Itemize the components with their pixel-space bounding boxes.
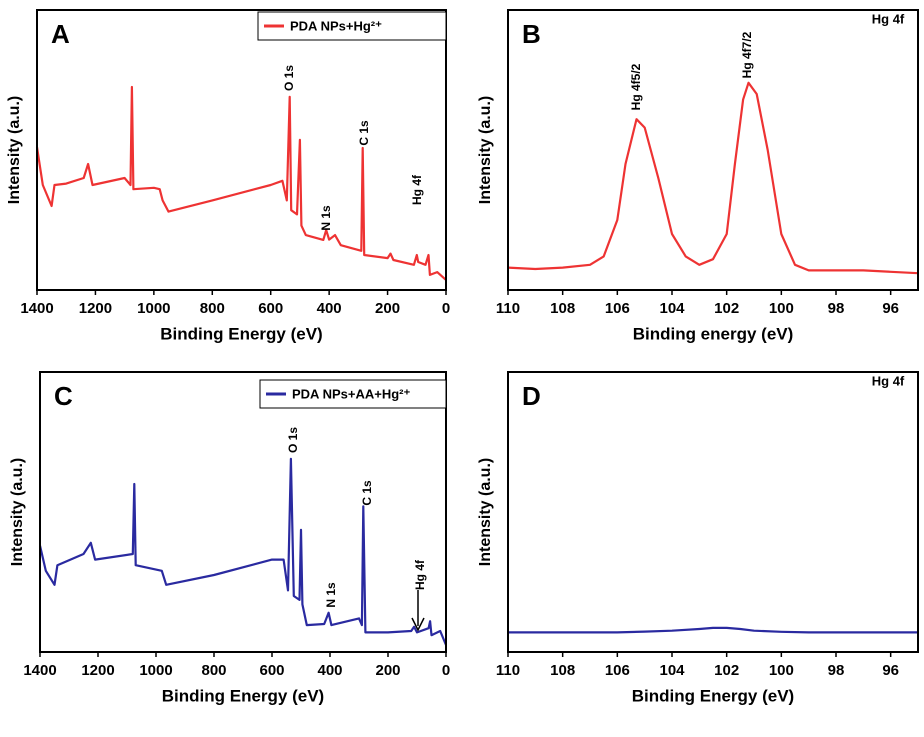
- corner-label: Hg 4f: [872, 11, 905, 26]
- x-tick-label: 108: [550, 300, 575, 317]
- x-tick-label: 800: [201, 662, 226, 679]
- x-axis-label: Binding Energy (eV): [160, 324, 322, 343]
- x-tick-label: 800: [200, 300, 225, 317]
- x-tick-label: 108: [550, 662, 575, 679]
- panel-letter: B: [522, 19, 541, 49]
- x-tick-label: 200: [375, 300, 400, 317]
- peak-label: Hg 4f: [410, 174, 424, 205]
- x-tick-label: 1400: [23, 662, 56, 679]
- x-tick-label: 102: [714, 300, 739, 317]
- y-axis-label: Intensity (a.u.): [477, 458, 494, 566]
- peak-label: Hg 4f: [413, 559, 427, 590]
- x-tick-label: 104: [659, 662, 685, 679]
- x-tick-label: 110: [496, 662, 520, 679]
- x-tick-label: 98: [828, 300, 845, 317]
- x-tick-label: 1200: [81, 662, 114, 679]
- x-tick-label: 1400: [20, 300, 53, 317]
- x-tick-label: 106: [605, 300, 630, 317]
- spectrum-line: [38, 457, 448, 646]
- peak-label: O 1s: [286, 427, 300, 453]
- x-tick-label: 98: [828, 662, 845, 679]
- x-tick-label: 96: [882, 662, 899, 679]
- plot-frame: [507, 9, 919, 291]
- spectrum-line: [507, 81, 919, 275]
- x-tick-label: 104: [659, 300, 685, 317]
- x-tick-label: 100: [769, 300, 794, 317]
- y-axis-label: Intensity (a.u.): [6, 96, 23, 204]
- x-axis-label: Binding energy (eV): [633, 324, 794, 343]
- legend-box: [257, 11, 447, 41]
- x-tick-label: 0: [442, 662, 450, 679]
- x-tick-label: 100: [769, 662, 794, 679]
- peak-label: C 1s: [360, 480, 374, 506]
- x-tick-label: 600: [259, 662, 284, 679]
- x-tick-label: 110: [496, 300, 520, 317]
- plot-frame: [39, 371, 447, 653]
- peak-label: Hg 4f5/2: [629, 63, 643, 110]
- peak-label: O 1s: [282, 65, 296, 91]
- corner-label: Hg 4f: [872, 373, 905, 388]
- x-tick-label: 102: [714, 662, 739, 679]
- legend-label: PDA NPs+AA+Hg²⁺: [292, 386, 410, 401]
- x-tick-label: 400: [317, 662, 342, 679]
- spectrum-line: [35, 85, 447, 281]
- plot-frame: [507, 371, 919, 653]
- x-tick-label: 1200: [79, 300, 112, 317]
- x-tick-label: 1000: [139, 662, 172, 679]
- arrow-head: [411, 617, 425, 632]
- x-tick-label: 1000: [137, 300, 170, 317]
- peak-label: N 1s: [319, 205, 333, 231]
- panel-letter: A: [51, 19, 70, 49]
- spectrum-line: [508, 626, 918, 634]
- y-axis-label: Intensity (a.u.): [9, 458, 26, 566]
- x-tick-label: 106: [605, 662, 630, 679]
- x-tick-label: 96: [882, 300, 899, 317]
- legend-box: [259, 379, 447, 409]
- legend-label: PDA NPs+Hg²⁺: [290, 18, 382, 33]
- plot-frame: [36, 9, 447, 291]
- peak-label: N 1s: [324, 582, 338, 608]
- peak-label: Hg 4f7/2: [740, 31, 754, 78]
- y-axis-label: Intensity (a.u.): [477, 96, 494, 204]
- x-axis-label: Binding Energy (eV): [162, 686, 324, 705]
- x-tick-label: 0: [442, 300, 450, 317]
- x-tick-label: 200: [375, 662, 400, 679]
- x-axis-label: Binding Energy (eV): [632, 686, 794, 705]
- panel-letter: D: [522, 381, 541, 411]
- x-tick-label: 600: [258, 300, 283, 317]
- x-tick-label: 400: [317, 300, 342, 317]
- panel-letter: C: [54, 381, 73, 411]
- peak-label: C 1s: [357, 120, 371, 146]
